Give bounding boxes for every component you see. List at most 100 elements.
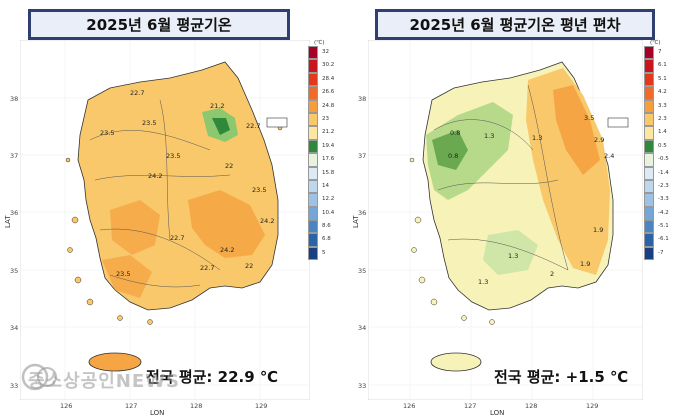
right-legend-swatch [644,72,654,87]
left-legend-item: 10.4 [308,206,334,221]
right-legend-item: 2.3 [644,112,667,127]
left-lat-tick: 35 [10,267,19,275]
right-lat-tick: 37 [358,152,367,160]
right-legend-label: -6.1 [658,236,669,243]
right-legend-swatch [644,179,654,194]
left-legend-label: 6.8 [322,236,331,243]
right-lon-label: LON [490,409,505,417]
right-legend-label: -3.3 [658,196,669,203]
right-contour-label: 2 [550,270,554,278]
right-legend-swatch [644,246,654,261]
left-legend-label: 30.2 [322,62,335,69]
left-legend-item: 5 [308,246,326,261]
watermark-text: 중소상공인NEWS [28,371,180,392]
right-legend-item: -3.3 [644,193,669,207]
right-anomaly-map: 3.5 2.9 2.4 1.3 1.3 0.8 0.8 1.3 1.9 1.3 … [368,40,643,400]
right-lon-tick: 126 [403,402,416,410]
right-legend-label: 1.4 [658,129,667,136]
left-lat-tick: 34 [10,324,19,332]
right-contour-label: 1.3 [478,278,488,286]
left-warm-area-2 [110,200,160,255]
left-legend-item: 26.6 [308,86,334,100]
left-contour-label: 22.7 [246,122,260,130]
right-legend-item: 5.1 [644,72,667,87]
left-legend-label: 26.6 [322,89,335,96]
left-legend-item: 17.6 [308,153,334,167]
right-map-panel: 3.5 2.9 2.4 1.3 1.3 0.8 0.8 1.3 1.9 1.3 … [350,40,680,417]
left-legend-item: 32 [308,46,329,60]
left-contour-label: 22 [225,162,233,170]
left-contour-label: 23.5 [100,129,114,137]
right-legend-item: 4.2 [644,86,667,100]
left-contour-label: 24.2 [220,246,234,254]
left-legend-label: 12.2 [322,196,335,203]
left-national-average: 전국 평균: 22.9 ℃ [146,368,279,386]
left-contour-label: 22.7 [200,264,214,272]
left-legend-item: 19.4 [308,139,334,154]
left-contour-label: 23.5 [252,186,266,194]
right-islands [409,157,495,325]
left-lon-tick: 126 [60,402,73,410]
right-legend-swatch [644,59,654,73]
right-lat-tick: 34 [358,324,367,332]
right-contour-label: 1.3 [532,134,542,142]
left-legend-swatch [308,179,318,194]
right-legend-label: 5.1 [658,75,667,82]
left-legend-label: 32 [322,49,329,55]
right-lat-label: LAT [352,215,360,228]
right-legend-swatch [644,193,654,207]
left-cool-core [212,118,230,135]
left-legend-label: 21.2 [322,129,335,136]
left-legend-item: 8.6 [308,220,331,234]
left-contour-label: 24.2 [260,217,274,225]
right-lon-tick: 127 [464,402,477,410]
left-legend-swatch [308,233,318,247]
right-legend-label: 2.3 [658,115,667,122]
right-legend-item: -7 [644,246,663,261]
right-legend-label: -2.3 [658,182,669,189]
left-islands [65,125,283,325]
right-legend-swatch [644,233,654,247]
left-legend-label: 10.4 [322,209,335,216]
left-legend-swatch [308,99,318,113]
right-legend-item: 6.1 [644,59,667,73]
left-inset-box [266,117,288,128]
right-legend-item: 3.3 [644,99,667,113]
right-legend-item: -1.4 [644,166,669,180]
left-contours [89,99,231,288]
right-legend-item: -4.2 [644,206,669,221]
left-legend-item: 28.4 [308,72,334,87]
left-temperature-map: 22.7 23.5 23.5 21.2 22.7 23.5 24.2 22 23… [20,40,310,400]
left-legend-item: 14 [308,179,329,194]
watermark-logo-icon [21,363,57,391]
left-legend-item: 23 [308,112,329,127]
left-legend-swatch [308,72,318,87]
right-legend-swatch [644,206,654,221]
right-legend-item: 0.5 [644,139,667,154]
right-legend-label: -7 [658,249,664,256]
left-legend: (℃) 32 30.2 28.4 26.6 24.8 23 21.2 19.4 17.6 15.8… [308,40,334,261]
left-lat-tick: 38 [10,95,19,103]
left-legend-swatch [308,206,318,221]
left-legend-item: 6.8 [308,233,331,247]
right-legend-label: 0.5 [658,142,667,149]
left-legend-swatch [308,112,318,127]
left-legend-swatch [308,126,318,140]
right-lon-tick: 128 [525,402,538,410]
right-lat-tick: 35 [358,267,367,275]
right-legend-label: -1.4 [658,169,669,176]
right-legend-swatch [644,139,654,154]
right-legend-unit: (℃) [650,40,661,46]
left-legend-swatch [308,139,318,154]
right-legend-swatch [644,166,654,180]
left-legend-swatch [308,86,318,100]
left-legend-label: 28.4 [322,75,335,82]
right-map-title: 2025년 6월 평균기온 평년 편차 [375,9,655,40]
right-contour-label: 1.9 [593,226,603,234]
right-green-south [483,230,538,275]
right-legend-label: 6.1 [658,62,667,69]
left-contour-label: 21.2 [210,102,224,110]
left-legend-item: 15.8 [308,166,334,180]
left-legend-label: 8.6 [322,223,331,230]
left-legend-unit: (℃) [314,40,325,46]
